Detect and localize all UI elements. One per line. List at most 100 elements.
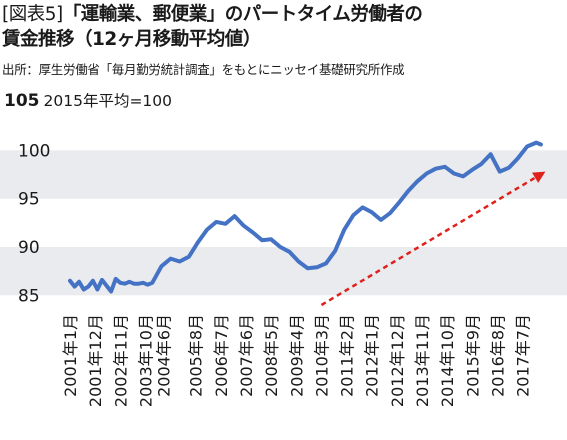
data-point <box>77 280 81 284</box>
data-point <box>260 238 264 242</box>
data-point <box>479 162 484 166</box>
x-tick-label: 2012年1月 <box>363 314 382 397</box>
data-point <box>351 213 356 217</box>
data-point <box>470 168 474 172</box>
data-point <box>232 214 237 218</box>
x-tick-label: 2010年3月 <box>312 314 331 397</box>
data-point <box>360 205 365 209</box>
data-point <box>251 230 255 235</box>
data-point <box>214 220 218 224</box>
data-point <box>146 283 150 287</box>
data-point <box>461 174 465 179</box>
data-point <box>223 222 228 226</box>
x-axis: 2001年1月 2001年12月 2002年11月 2003年10月 2004年6月 20… <box>61 314 533 407</box>
index-base-note: 2015年平均=100 <box>43 92 173 110</box>
data-point <box>132 282 136 286</box>
x-tick-label: 2016年8月 <box>488 314 507 397</box>
data-point <box>516 156 520 160</box>
x-tick-label: 2006年7月 <box>212 314 231 397</box>
data-point <box>415 179 420 183</box>
figure-tag: [図表5] <box>2 4 63 25</box>
data-point <box>159 264 164 268</box>
data-point <box>91 279 95 283</box>
y-tick-label: 95 <box>18 190 40 210</box>
x-tick-label: 2013年11月 <box>413 314 432 407</box>
data-point <box>324 261 328 266</box>
data-point <box>424 171 429 176</box>
data-point <box>434 167 438 171</box>
data-point <box>95 287 100 292</box>
data-point <box>287 250 292 254</box>
data-point <box>136 282 141 286</box>
data-point <box>406 189 410 193</box>
data-point <box>370 210 374 214</box>
data-point <box>196 240 200 244</box>
data-point <box>315 265 319 269</box>
data-point <box>127 280 132 284</box>
grid-band <box>0 150 567 199</box>
y-axis: 85 90 95 100 <box>18 141 50 306</box>
y-tick-label: 85 <box>18 286 40 306</box>
data-point <box>100 278 104 282</box>
data-point <box>178 259 182 264</box>
x-tick-label: 2001年1月 <box>61 314 80 397</box>
data-point <box>306 266 310 270</box>
y-axis-top-row: 105 2015年平均=100 <box>4 90 172 112</box>
data-point <box>168 257 173 261</box>
data-point <box>278 245 282 249</box>
chart-title: [図表5]「運輸業、郵便業」のパートタイム労働者の 賃金推移（12ヶ月移動平均値… <box>2 2 565 52</box>
data-point <box>68 279 72 283</box>
data-point <box>86 285 90 289</box>
data-point <box>187 255 191 259</box>
data-point <box>104 284 109 288</box>
data-point <box>507 166 511 170</box>
source-note: 出所：厚生労働省「毎月勤労統計調査」をもとにニッセイ基礎研究所作成 <box>2 62 405 77</box>
data-point <box>342 228 346 232</box>
x-tick-label: 2005年8月 <box>187 314 206 397</box>
data-point <box>452 171 456 176</box>
data-point <box>269 237 273 241</box>
x-tick-label: 2002年11月 <box>111 314 130 407</box>
y-tick-label: 100 <box>18 141 50 161</box>
data-point <box>205 228 209 232</box>
data-point <box>296 259 301 264</box>
data-point <box>388 211 392 215</box>
data-point <box>539 142 543 147</box>
data-point <box>379 218 383 222</box>
data-point <box>141 281 145 285</box>
x-tick-label: 2007年6月 <box>237 314 256 397</box>
y-tick-label: 90 <box>18 238 40 258</box>
band-layer <box>0 150 567 296</box>
series-layer <box>68 140 543 294</box>
x-tick-label: 2011年2月 <box>338 314 357 397</box>
data-point <box>525 144 529 149</box>
x-tick-label: 2012年12月 <box>388 314 407 407</box>
x-tick-label: 2017年7月 <box>514 314 533 397</box>
x-tick-label: 2003年10月 <box>136 314 155 407</box>
data-point <box>114 277 118 281</box>
data-point <box>333 249 337 253</box>
data-point <box>109 289 113 294</box>
data-point <box>443 165 447 169</box>
x-tick-label: 2008年5月 <box>262 314 281 397</box>
data-point <box>118 281 122 285</box>
data-point <box>397 200 401 205</box>
trend-layer <box>320 171 546 307</box>
title-line-1: 「運輸業、郵便業」のパートタイム労働者の <box>62 4 423 25</box>
x-tick-label: 2001年12月 <box>86 314 105 407</box>
x-tick-label: 2014年10月 <box>438 314 457 407</box>
title-line-2: 賃金推移（12ヶ月移動平均値） <box>2 29 261 50</box>
x-tick-label: 2004年6月 <box>155 314 174 397</box>
x-tick-label: 2015年9月 <box>463 314 482 397</box>
data-point <box>82 287 86 292</box>
data-point <box>150 281 154 285</box>
trend-arrow-head <box>532 171 546 183</box>
data-point <box>123 282 127 286</box>
data-point <box>498 170 502 174</box>
x-tick-label: 2009年4月 <box>287 314 306 397</box>
data-point <box>72 285 77 289</box>
data-point <box>534 141 538 145</box>
data-point <box>488 152 493 156</box>
data-point <box>242 224 246 228</box>
